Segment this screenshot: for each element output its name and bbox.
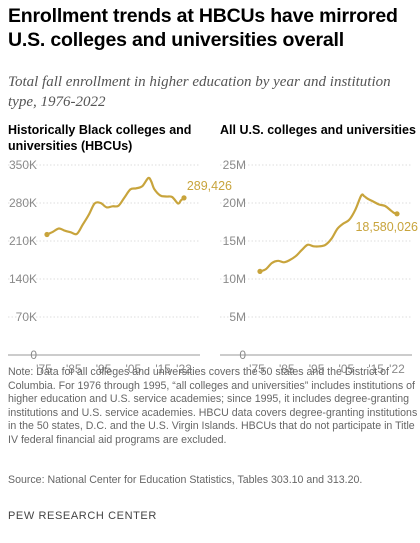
chart-source: Source: National Center for Education St… bbox=[8, 474, 363, 486]
hbcu-x-tick-label: '85 bbox=[66, 362, 82, 376]
hbcu-y-tick-label: 210K bbox=[9, 234, 37, 248]
all-colleges-end-value-label: 18,580,026 bbox=[355, 220, 418, 234]
hbcu-x-tick-label: '15 bbox=[155, 362, 171, 376]
all-colleges-start-point bbox=[257, 268, 263, 274]
all-colleges-y-tick-label: 15M bbox=[223, 234, 246, 248]
hbcu-end-point bbox=[181, 195, 187, 201]
page-title: Enrollment trends at HBCUs have mirrored… bbox=[8, 5, 398, 51]
hbcu-series-line bbox=[45, 176, 186, 236]
page-subtitle: Total fall enrollment in higher educatio… bbox=[8, 74, 391, 110]
hbcu-x-tick-label: '75 bbox=[36, 362, 52, 376]
hbcu-end-value-label: 289,426 bbox=[187, 179, 232, 193]
hbcu-y-tick-label: 350K bbox=[9, 158, 37, 172]
all-colleges-x-tick-label: '05 bbox=[339, 362, 355, 376]
all-colleges-y-tick-label: 20M bbox=[223, 196, 246, 210]
all-colleges-x-tick-label: '75 bbox=[249, 362, 265, 376]
hbcu-chart-title: Historically Black colleges and universi… bbox=[8, 123, 192, 153]
hbcu-x-tick-label: '95 bbox=[96, 362, 112, 376]
all-colleges-x-tick-label: '15 bbox=[368, 362, 384, 376]
hbcu-x-tick-label: '05 bbox=[126, 362, 142, 376]
all-colleges-y-tick-label: 25M bbox=[223, 158, 246, 172]
all-colleges-y-tick-label: 10M bbox=[223, 272, 246, 286]
all-colleges-end-point bbox=[394, 211, 400, 217]
hbcu-y-tick-label: 140K bbox=[9, 272, 37, 286]
all-colleges-series-line bbox=[258, 193, 399, 273]
hbcu-y-tick-label: 280K bbox=[9, 196, 37, 210]
hbcu-y-tick-label: 0 bbox=[30, 348, 37, 362]
all-colleges-x-tick-label: '22 bbox=[389, 362, 405, 376]
brand-logo-text: PEW RESEARCH CENTER bbox=[8, 510, 157, 522]
all-colleges-y-tick-label: 0 bbox=[239, 348, 246, 362]
all-colleges-x-tick-label: '95 bbox=[309, 362, 325, 376]
all-colleges-chart-title: All U.S. colleges and universities bbox=[220, 123, 416, 137]
all-colleges-x-tick-label: '85 bbox=[279, 362, 295, 376]
hbcu-start-point bbox=[44, 231, 50, 238]
chart-note: Note: Data for all colleges and universi… bbox=[8, 366, 418, 446]
hbcu-y-tick-label: 70K bbox=[16, 310, 37, 324]
all-colleges-y-tick-label: 5M bbox=[229, 310, 246, 324]
hbcu-x-tick-label: '22 bbox=[176, 362, 192, 376]
